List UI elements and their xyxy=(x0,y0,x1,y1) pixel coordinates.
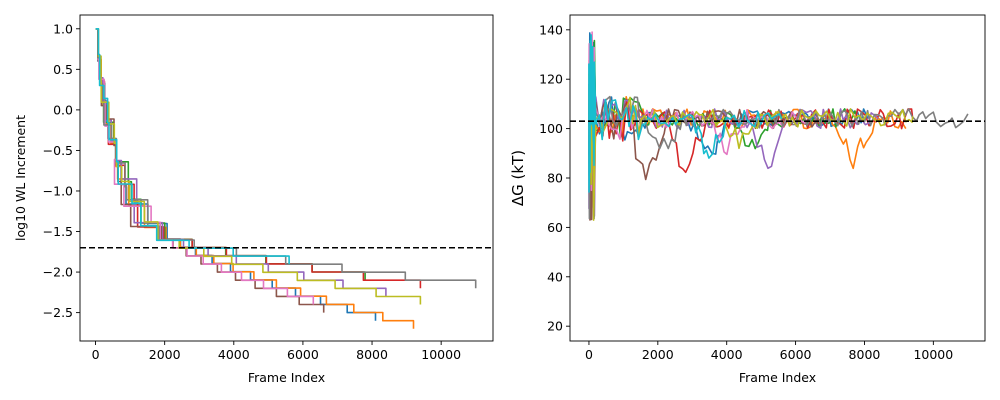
series-line xyxy=(95,28,290,264)
y-tick-label: 100 xyxy=(539,121,563,136)
series-line xyxy=(588,34,783,193)
delta-g-chart: 0 2000 4000 6000 8000 10000 20 40 60 80 100 120 140… xyxy=(509,14,986,385)
y-tick-label: 40 xyxy=(547,269,563,284)
y-axis: 20 40 60 80 100 120 140 xyxy=(539,22,570,334)
y-tick-label: −2.5 xyxy=(43,305,73,320)
y-tick-label: 0.0 xyxy=(53,102,73,117)
y-tick-label: 0.5 xyxy=(53,62,73,77)
series-line xyxy=(95,28,325,313)
x-tick-label: 4000 xyxy=(711,347,743,362)
y-tick-label: 60 xyxy=(547,220,563,235)
wl-increment-chart: 0 2000 4000 6000 8000 10000 1.0 0.5 0.0 −0.5 −1.0… xyxy=(13,14,494,385)
y-axis-label: log10 WL Increment xyxy=(13,115,28,241)
x-tick-label: 6000 xyxy=(780,347,812,362)
x-tick-label: 6000 xyxy=(287,347,319,362)
x-tick-label: 2000 xyxy=(642,347,674,362)
wl-series-group xyxy=(95,28,477,329)
x-axis-label: Frame Index xyxy=(739,370,816,385)
series-line xyxy=(95,28,422,305)
y-tick-label: −1.5 xyxy=(43,224,73,239)
y-axis: 1.0 0.5 0.0 −0.5 −1.0 −1.5 −2.0 −2.5 xyxy=(43,21,80,320)
x-tick-label: 10000 xyxy=(421,347,461,362)
plot-frame xyxy=(79,14,494,342)
series-line xyxy=(588,52,914,221)
y-tick-label: 1.0 xyxy=(53,21,73,36)
x-tick-label: 0 xyxy=(585,347,593,362)
y-tick-label: 20 xyxy=(547,319,563,334)
x-axis: 0 2000 4000 6000 8000 10000 xyxy=(92,341,461,362)
y-tick-label: 140 xyxy=(539,22,563,37)
x-tick-label: 8000 xyxy=(849,347,881,362)
y-tick-label: 80 xyxy=(547,171,563,186)
x-tick-label: 2000 xyxy=(149,347,181,362)
y-tick-label: −2.0 xyxy=(43,265,73,280)
x-axis: 0 2000 4000 6000 8000 10000 xyxy=(585,341,953,362)
x-axis-label: Frame Index xyxy=(248,370,325,385)
series-line xyxy=(95,28,477,289)
x-tick-label: 8000 xyxy=(356,347,388,362)
y-tick-label: −1.0 xyxy=(43,183,73,198)
x-tick-label: 10000 xyxy=(913,347,953,362)
y-axis-label: ΔG (kT) xyxy=(509,150,527,206)
y-tick-label: −0.5 xyxy=(43,143,73,158)
x-tick-label: 4000 xyxy=(218,347,250,362)
y-tick-label: 120 xyxy=(539,72,563,87)
x-tick-label: 0 xyxy=(92,347,100,362)
